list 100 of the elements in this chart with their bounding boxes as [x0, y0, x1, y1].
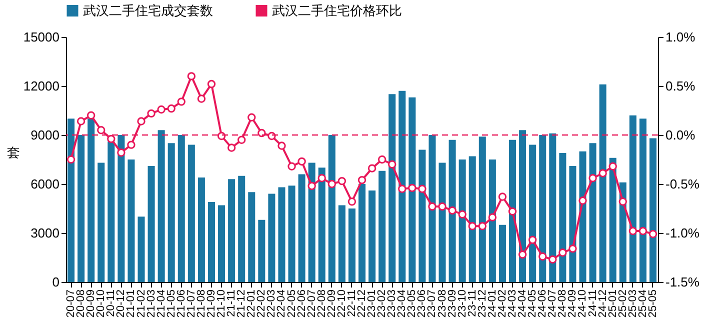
point: [448, 206, 456, 215]
x-tick-label: 23-09: [446, 290, 458, 318]
point: [468, 222, 476, 230]
point: [558, 248, 567, 257]
point: [488, 213, 497, 222]
bar: [408, 97, 416, 282]
x-tick-label: 24-03: [506, 290, 519, 318]
bar: [448, 140, 456, 282]
bar: [188, 144, 195, 282]
bar: [68, 118, 75, 282]
bar: [368, 190, 376, 282]
bar: [428, 135, 436, 282]
point: [618, 198, 627, 206]
bar: [358, 184, 366, 282]
y-axis-title: 套: [6, 145, 20, 160]
x-tick-label: 20-10: [95, 290, 108, 318]
bar: [118, 135, 125, 282]
y-tick-label: 9000: [30, 128, 60, 142]
bar: [519, 130, 526, 282]
point: [177, 98, 186, 106]
x-tick-label: 25-04: [636, 290, 649, 318]
point: [608, 162, 617, 170]
x-tick-label: 21-04: [155, 290, 168, 318]
x-tick-label: 24-10: [576, 290, 589, 318]
point: [278, 142, 286, 150]
bar: [348, 208, 356, 282]
point: [348, 198, 356, 206]
x-tick-label: 22-07: [306, 290, 318, 318]
x-tick-label: 21-05: [165, 290, 178, 318]
x-tick-label: 24-06: [536, 290, 549, 318]
x-tick-label: 23-12: [476, 290, 488, 318]
point: [147, 109, 156, 118]
bar: [488, 160, 496, 282]
point: [508, 207, 517, 216]
x-tick-label: 20-11: [105, 290, 118, 317]
point: [338, 176, 346, 186]
point: [598, 169, 607, 178]
bar: [288, 186, 296, 282]
x-tick-label: 24-08: [556, 290, 569, 318]
x-tick-label: 22-10: [336, 290, 348, 318]
y2-tick-label: -1.5%: [666, 274, 700, 290]
bar: [98, 162, 105, 282]
x-tick-label: 21-02: [135, 290, 148, 318]
x-tick-label: 23-03: [386, 290, 398, 318]
x-tick-label: 24-04: [516, 290, 529, 318]
x-tick-label: 24-11: [586, 290, 599, 317]
x-tick-label: 24-01: [486, 290, 498, 318]
bar: [328, 135, 336, 282]
bar: [609, 158, 616, 282]
y2-tick-label: 0.0%: [666, 128, 696, 142]
y-tick-label: 3000: [30, 226, 60, 240]
point: [528, 236, 537, 244]
bar: [138, 216, 145, 282]
point: [498, 192, 507, 201]
x-tick-label: 20-08: [75, 290, 88, 318]
point: [398, 184, 406, 193]
point: [418, 184, 426, 193]
point: [107, 134, 116, 144]
point: [157, 105, 166, 114]
bar: [589, 143, 596, 282]
legend-label: 武汉二手住宅价格环比: [272, 2, 402, 18]
x-tick-label: 24-09: [566, 290, 579, 318]
point: [388, 160, 396, 168]
bar: [529, 144, 536, 282]
x-tick-label: 24-07: [546, 290, 559, 318]
bar: [599, 84, 606, 282]
x-tick-label: 23-02: [376, 290, 388, 318]
point: [258, 128, 266, 138]
bar: [78, 135, 85, 282]
point: [217, 132, 226, 140]
bar: [168, 143, 175, 282]
x-tick-label: 23-07: [426, 290, 438, 318]
bar: [559, 152, 566, 282]
x-tick-label: 22-01: [246, 290, 258, 318]
bar: [298, 174, 306, 282]
bar: [468, 156, 476, 282]
point: [127, 140, 136, 149]
point: [288, 162, 296, 170]
x-tick-label: 23-08: [436, 290, 448, 318]
bar: [178, 135, 185, 282]
x-tick-label: 23-06: [416, 290, 428, 318]
point: [648, 230, 658, 238]
bar: [88, 118, 95, 282]
bar: [208, 202, 216, 282]
point: [97, 126, 106, 134]
y2-tick-label: -0.5%: [666, 176, 700, 192]
bar: [549, 133, 556, 282]
x-tick-label: 22-08: [316, 290, 328, 318]
point: [318, 174, 326, 182]
x-tick-label: 25-03: [626, 290, 639, 318]
legend-label: 武汉二手住宅成交套数: [83, 2, 213, 18]
point: [428, 202, 436, 211]
y2-tick-label: 0.5%: [666, 78, 696, 94]
bar: [148, 166, 155, 282]
point: [328, 180, 336, 188]
point: [248, 113, 256, 122]
point: [628, 226, 638, 236]
point: [237, 136, 246, 144]
point: [86, 111, 96, 120]
x-tick-label: 24-02: [496, 290, 508, 318]
